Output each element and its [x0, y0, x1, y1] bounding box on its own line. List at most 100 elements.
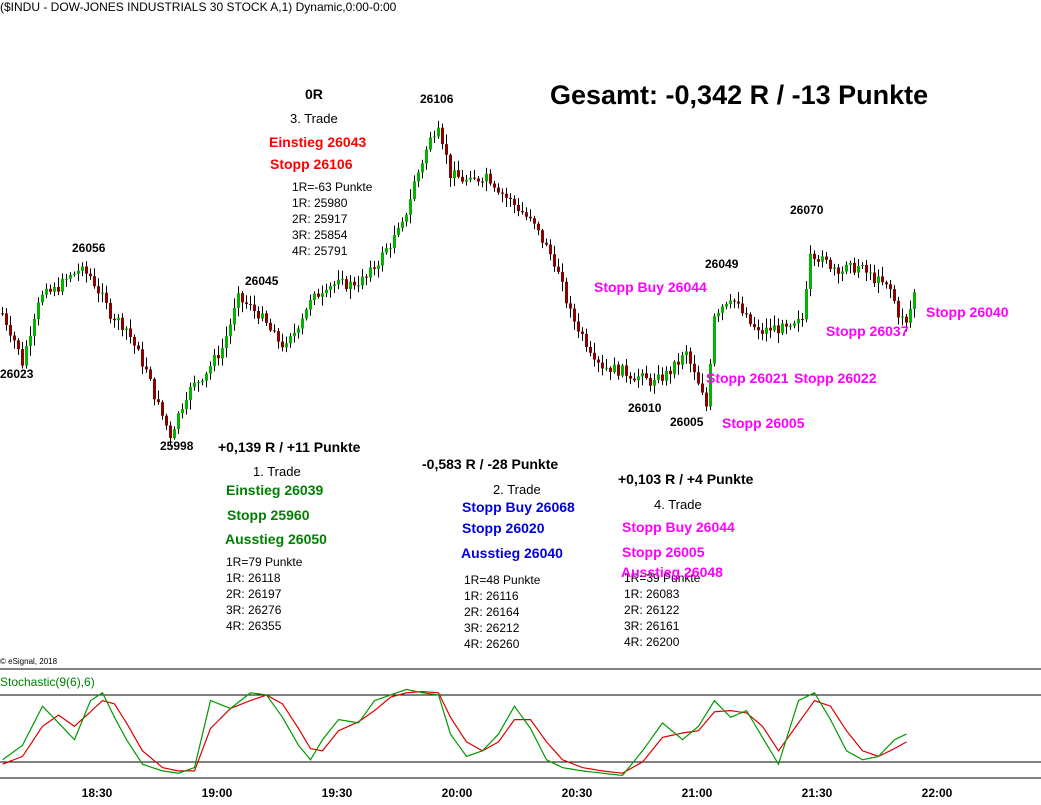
- candle-body: [565, 281, 568, 304]
- candle-body: [477, 178, 480, 182]
- annotation-stopp-26021: Stopp 26021: [706, 370, 789, 386]
- candle-body: [909, 308, 912, 323]
- candle-body: [913, 292, 916, 309]
- trade-1-2r: 2R: 26197: [226, 587, 282, 601]
- candle-body: [781, 323, 784, 334]
- candle-body: [309, 300, 312, 310]
- tick-label-2030: 20:30: [562, 786, 593, 800]
- candle-body: [529, 216, 532, 219]
- candle-body: [757, 327, 760, 331]
- candle-body: [405, 214, 408, 222]
- candle-body: [505, 193, 508, 198]
- stochastic-label: Stochastic(9(6),6): [0, 675, 95, 689]
- trade-2-stop: Stopp 26020: [462, 520, 545, 536]
- candle-body: [821, 256, 824, 262]
- candle-body: [877, 276, 880, 284]
- candle-body: [265, 313, 268, 323]
- candle-body: [585, 333, 588, 347]
- candle-body: [241, 293, 244, 303]
- candle-body: [417, 172, 420, 182]
- candle-body: [517, 205, 520, 212]
- candle-body: [57, 286, 60, 292]
- trade-1-block: +0,139 R / +11 Punkte 1. Trade Einstieg …: [218, 439, 361, 633]
- candle-body: [497, 187, 500, 193]
- candle-body: [433, 136, 436, 138]
- trade-4-r: 1R=39 Punkte: [624, 571, 701, 585]
- candle-body: [625, 365, 628, 376]
- candle-body: [425, 149, 428, 164]
- trade-4-exit: Ausstieg 26048: [621, 564, 723, 580]
- trade-2-4r: 4R: 26260: [464, 637, 520, 651]
- candle-body: [189, 387, 192, 401]
- candle-body: [421, 163, 424, 173]
- candle-body: [545, 242, 548, 245]
- candle-body: [881, 276, 884, 283]
- candle-body: [805, 288, 808, 320]
- trade-3-entry: Einstieg 26043: [269, 134, 366, 150]
- trade-1-result: +0,139 R / +11 Punkte: [218, 439, 361, 455]
- trade-3-stop: Stopp 26106: [270, 156, 353, 172]
- trade-4-entry: Stopp Buy 26044: [622, 519, 735, 535]
- candle-body: [125, 328, 128, 330]
- candle-body: [549, 244, 552, 255]
- candle-body: [133, 336, 136, 346]
- candle-body: [33, 319, 36, 336]
- candle-body: [37, 302, 40, 320]
- tick-label-1930: 19:30: [322, 786, 353, 800]
- candle-body: [285, 343, 288, 348]
- price-label-26023: 26023: [0, 367, 34, 381]
- candle-body: [589, 346, 592, 353]
- tick-label-2200: 22:00: [922, 786, 953, 800]
- stochastic-d-line: [2, 690, 907, 774]
- candle-body: [773, 325, 776, 331]
- candle-body: [149, 369, 152, 380]
- candle-body: [225, 336, 228, 349]
- trade-3-4r: 4R: 25791: [292, 244, 348, 258]
- candle-body: [453, 170, 456, 179]
- candle-body: [749, 314, 752, 325]
- candle-body: [29, 335, 32, 346]
- price-label-25998: 25998: [160, 439, 194, 453]
- trade-2-result: -0,583 R / -28 Punkte: [422, 456, 558, 472]
- candle-body: [277, 331, 280, 342]
- candle-body: [53, 286, 56, 292]
- candle-body: [221, 348, 224, 359]
- candle-body: [229, 324, 232, 337]
- tick-label-2130: 21:30: [802, 786, 833, 800]
- trade-1-entry: Einstieg 26039: [226, 482, 323, 498]
- candle-body: [597, 359, 600, 363]
- candle-body: [409, 199, 412, 215]
- trade-1-4r: 4R: 26355: [226, 619, 282, 633]
- tick-label-1830: 18:30: [82, 786, 113, 800]
- candle-body: [665, 370, 668, 381]
- trade-4-stop: Stopp 26005: [622, 544, 705, 560]
- candle-body: [801, 318, 804, 320]
- candle-body: [89, 273, 92, 277]
- candle-body: [605, 367, 608, 369]
- candle-body: [137, 345, 140, 350]
- candle-body: [377, 265, 380, 269]
- candle-body: [621, 365, 624, 376]
- candle-body: [273, 330, 276, 332]
- price-label-26045: 26045: [245, 274, 279, 288]
- candle-body: [509, 197, 512, 199]
- candle-body: [817, 259, 820, 262]
- candle-body: [669, 370, 672, 375]
- candle-body: [341, 279, 344, 281]
- trade-4-2r: 2R: 26122: [624, 603, 680, 617]
- candle-body: [717, 312, 720, 317]
- candle-body: [117, 317, 120, 321]
- candle-body: [237, 293, 240, 308]
- candle-body: [197, 382, 200, 384]
- candle-body: [577, 321, 580, 332]
- candle-body: [1, 313, 4, 315]
- trade-1-1r: 1R: 26118: [226, 571, 281, 585]
- candle-body: [837, 267, 840, 274]
- candle-body: [301, 318, 304, 329]
- price-label-26005: 26005: [670, 415, 704, 429]
- candle-body: [685, 351, 688, 356]
- candle-body: [513, 198, 516, 206]
- candle-body: [861, 264, 864, 266]
- candle-body: [561, 271, 564, 282]
- candle-body: [765, 327, 768, 334]
